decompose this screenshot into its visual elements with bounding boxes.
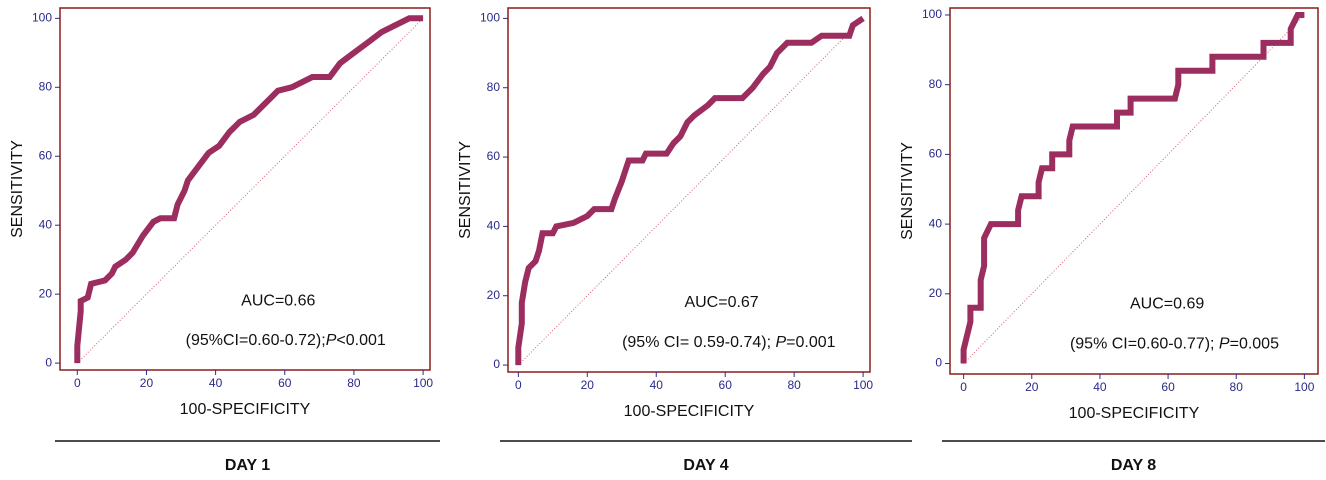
p-symbol: P [1219, 336, 1230, 353]
x-axis-label: 100-SPECIFICITY [624, 403, 755, 420]
ci-text: (95% CI=0.60-0.77); [1070, 336, 1219, 353]
roc-curve [74, 15, 424, 364]
x-tick-label: 100 [1294, 380, 1314, 394]
x-tick-label: 40 [1093, 380, 1107, 394]
y-tick-label: 40 [929, 216, 943, 230]
x-tick-label: 0 [515, 378, 522, 392]
auc-label: AUC=0.66 [241, 292, 315, 309]
p-value: <0.001 [336, 332, 385, 349]
x-tick-label: 0 [960, 380, 967, 394]
y-tick-label: 60 [929, 147, 943, 161]
auc-label: AUC=0.67 [684, 294, 758, 311]
x-tick-label: 20 [1025, 380, 1039, 394]
x-tick-label: 60 [278, 376, 292, 390]
y-tick-label: 100 [32, 11, 52, 25]
ci-label: (95% CI=0.60-0.77); P=0.005 [1070, 336, 1279, 353]
x-tick-label: 60 [719, 378, 733, 392]
x-tick-label: 100 [413, 376, 433, 390]
p-symbol: P [326, 332, 337, 349]
roc-curve [515, 15, 865, 366]
ci-label: (95% CI= 0.59-0.74); P=0.001 [622, 334, 836, 351]
y-tick-label: 80 [39, 79, 53, 93]
x-tick-label: 20 [581, 378, 595, 392]
y-tick-label: 40 [487, 219, 501, 233]
caption: DAY 4 [683, 457, 728, 474]
caption: DAY 1 [225, 457, 270, 474]
roc-curve [960, 12, 1305, 364]
x-tick-label: 40 [650, 378, 664, 392]
plot-frame [507, 7, 871, 373]
ci-text: (95% CI= 0.59-0.74); [622, 334, 775, 351]
x-axis-label: 100-SPECIFICITY [180, 401, 311, 418]
y-tick-label: 80 [929, 77, 943, 91]
x-tick-label: 0 [74, 376, 81, 390]
y-tick-label: 20 [487, 288, 501, 302]
ci-label: (95%CI=0.60-0.72);P<0.001 [186, 332, 386, 349]
y-tick-label: 0 [45, 355, 52, 369]
y-axis-label: SENSITIVITY [9, 140, 26, 238]
y-tick-label: 0 [935, 356, 942, 370]
y-tick-label: 40 [39, 217, 53, 231]
y-tick-label: 60 [487, 149, 501, 163]
x-tick-label: 80 [1230, 380, 1244, 394]
y-tick-label: 60 [39, 148, 53, 162]
y-tick-label: 20 [39, 286, 53, 300]
reference-line [963, 14, 1305, 364]
y-tick-label: 100 [922, 7, 942, 21]
x-tick-label: 60 [1161, 380, 1175, 394]
x-axis-label: 100-SPECIFICITY [1069, 405, 1200, 422]
p-symbol: P [775, 334, 786, 351]
x-tick-label: 40 [209, 376, 223, 390]
y-tick-label: 20 [929, 286, 943, 300]
plot-frame [59, 7, 431, 371]
x-tick-label: 20 [140, 376, 154, 390]
y-tick-label: 80 [487, 80, 501, 94]
x-tick-label: 100 [853, 378, 873, 392]
auc-label: AUC=0.69 [1130, 296, 1204, 313]
y-axis-label: SENSITIVITY [457, 141, 474, 239]
p-value: =0.005 [1230, 336, 1279, 353]
reference-line [517, 18, 864, 366]
y-tick-label: 0 [493, 357, 500, 371]
x-tick-label: 80 [787, 378, 801, 392]
caption: DAY 8 [1111, 457, 1156, 474]
x-tick-label: 80 [347, 376, 361, 390]
y-axis-label: SENSITIVITY [899, 142, 916, 240]
reference-line [76, 17, 424, 364]
y-tick-label: 100 [480, 11, 500, 25]
ci-text: (95%CI=0.60-0.72); [186, 332, 326, 349]
plot-frame [949, 7, 1319, 375]
p-value: =0.001 [786, 334, 835, 351]
